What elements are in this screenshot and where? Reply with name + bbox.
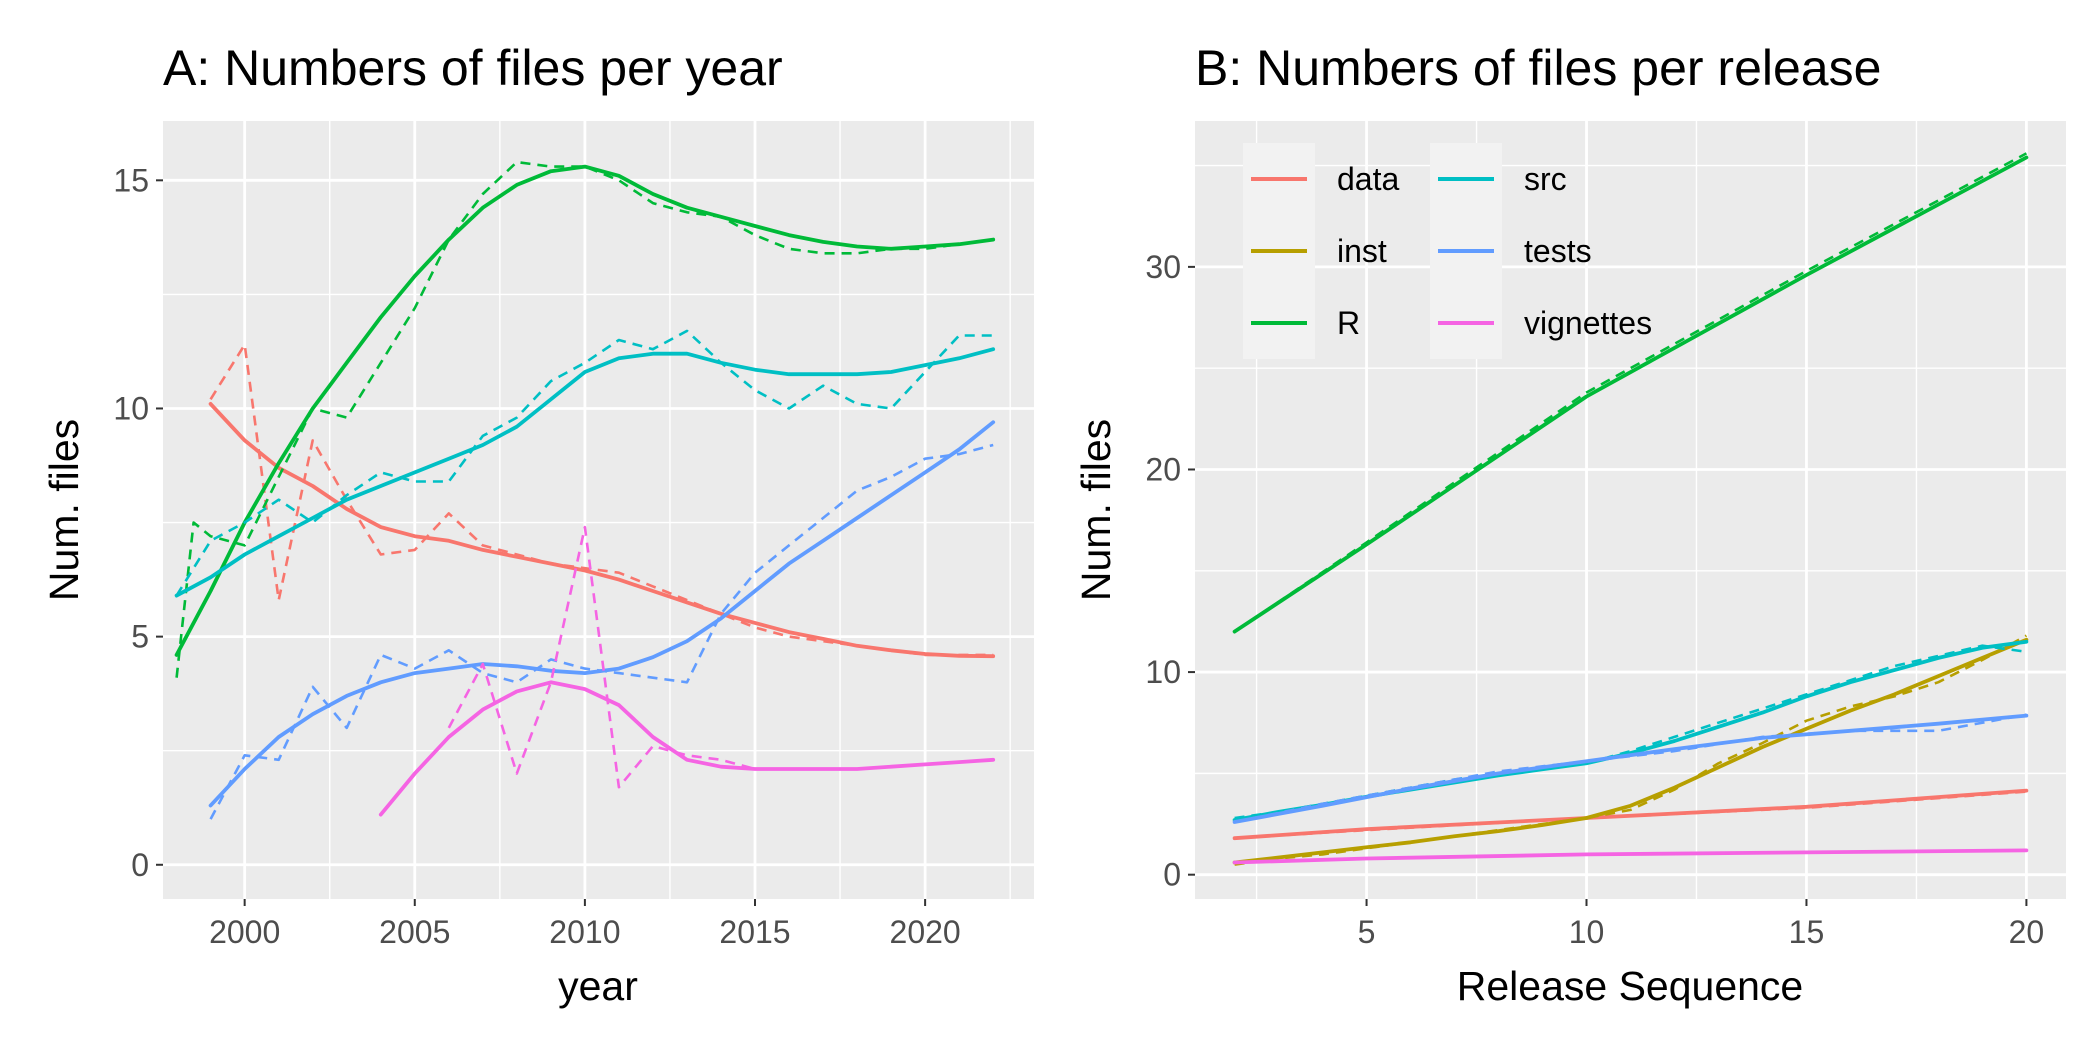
x-tick-label: 2020	[890, 914, 961, 950]
panel-b-gridlines	[1195, 121, 2066, 899]
y-tick-label: 10	[1145, 654, 1181, 690]
panel-a-x-ticks: 2000 2005 2010 2015 2020	[209, 899, 961, 950]
series-line-inst-smooth	[1232, 637, 2029, 865]
legend-label-R: R	[1337, 305, 1360, 341]
x-tick-label: 2010	[549, 914, 620, 950]
panel-a-y-axis-title: Num. files	[41, 419, 87, 601]
panel-a-chart: A: Numbers of files per year 2000 2005 201…	[41, 40, 1034, 1009]
panel-b-x-ticks: 5 10 15 20	[1358, 899, 2045, 950]
x-tick-label: 5	[1358, 914, 1376, 950]
panel-b-chart: B: Numbers of files per release 5 10 15 20 …	[1073, 40, 2066, 1009]
series-line-data-smooth	[208, 401, 996, 659]
panel-b-y-axis-title: Num. files	[1073, 419, 1119, 601]
series-line-tests-raw	[1234, 713, 2027, 824]
y-tick-label: 0	[131, 847, 149, 883]
panel-a-y-ticks: 0 5 10 15	[113, 162, 163, 883]
panel-a-plot-background	[163, 121, 1034, 899]
series-line-R-raw	[175, 160, 994, 678]
x-tick-label: 20	[2009, 914, 2045, 950]
panel-b-title: B: Numbers of files per release	[1195, 40, 1881, 96]
legend-label-inst: inst	[1337, 233, 1387, 269]
panel-b-y-ticks: 0 10 20 30	[1145, 249, 1195, 893]
panel-a-x-axis-title: year	[558, 963, 638, 1009]
legend-label-src: src	[1524, 161, 1567, 197]
x-tick-label: 2005	[379, 914, 450, 950]
series-line-R-smooth	[174, 164, 996, 657]
y-tick-label: 20	[1145, 451, 1181, 487]
series-line-src-smooth	[174, 347, 996, 598]
panel-b-plot-background	[1195, 121, 2066, 899]
legend-label-tests: tests	[1524, 233, 1592, 269]
x-tick-label: 2015	[719, 914, 790, 950]
panel-b-series-lines	[1232, 152, 2029, 866]
panel-b-x-axis-title: Release Sequence	[1457, 963, 1803, 1009]
series-line-vignettes-smooth	[1232, 848, 2029, 865]
series-line-tests-smooth	[208, 420, 996, 808]
y-tick-label: 5	[131, 619, 149, 655]
y-tick-label: 30	[1145, 249, 1181, 285]
y-tick-label: 10	[113, 390, 149, 426]
panel-a-title: A: Numbers of files per year	[163, 40, 783, 96]
x-tick-label: 15	[1789, 914, 1825, 950]
series-line-vignettes-smooth	[378, 680, 996, 817]
legend-label-data: data	[1337, 161, 1399, 197]
y-tick-label: 15	[113, 162, 149, 198]
series-line-tests-smooth	[1232, 713, 2029, 824]
y-tick-label: 0	[1163, 857, 1181, 893]
panel-a-series-lines	[174, 160, 996, 820]
legend-label-vignettes: vignettes	[1524, 305, 1652, 341]
x-tick-label: 10	[1569, 914, 1605, 950]
x-tick-label: 2000	[209, 914, 280, 950]
series-line-R-smooth	[1232, 155, 2029, 634]
